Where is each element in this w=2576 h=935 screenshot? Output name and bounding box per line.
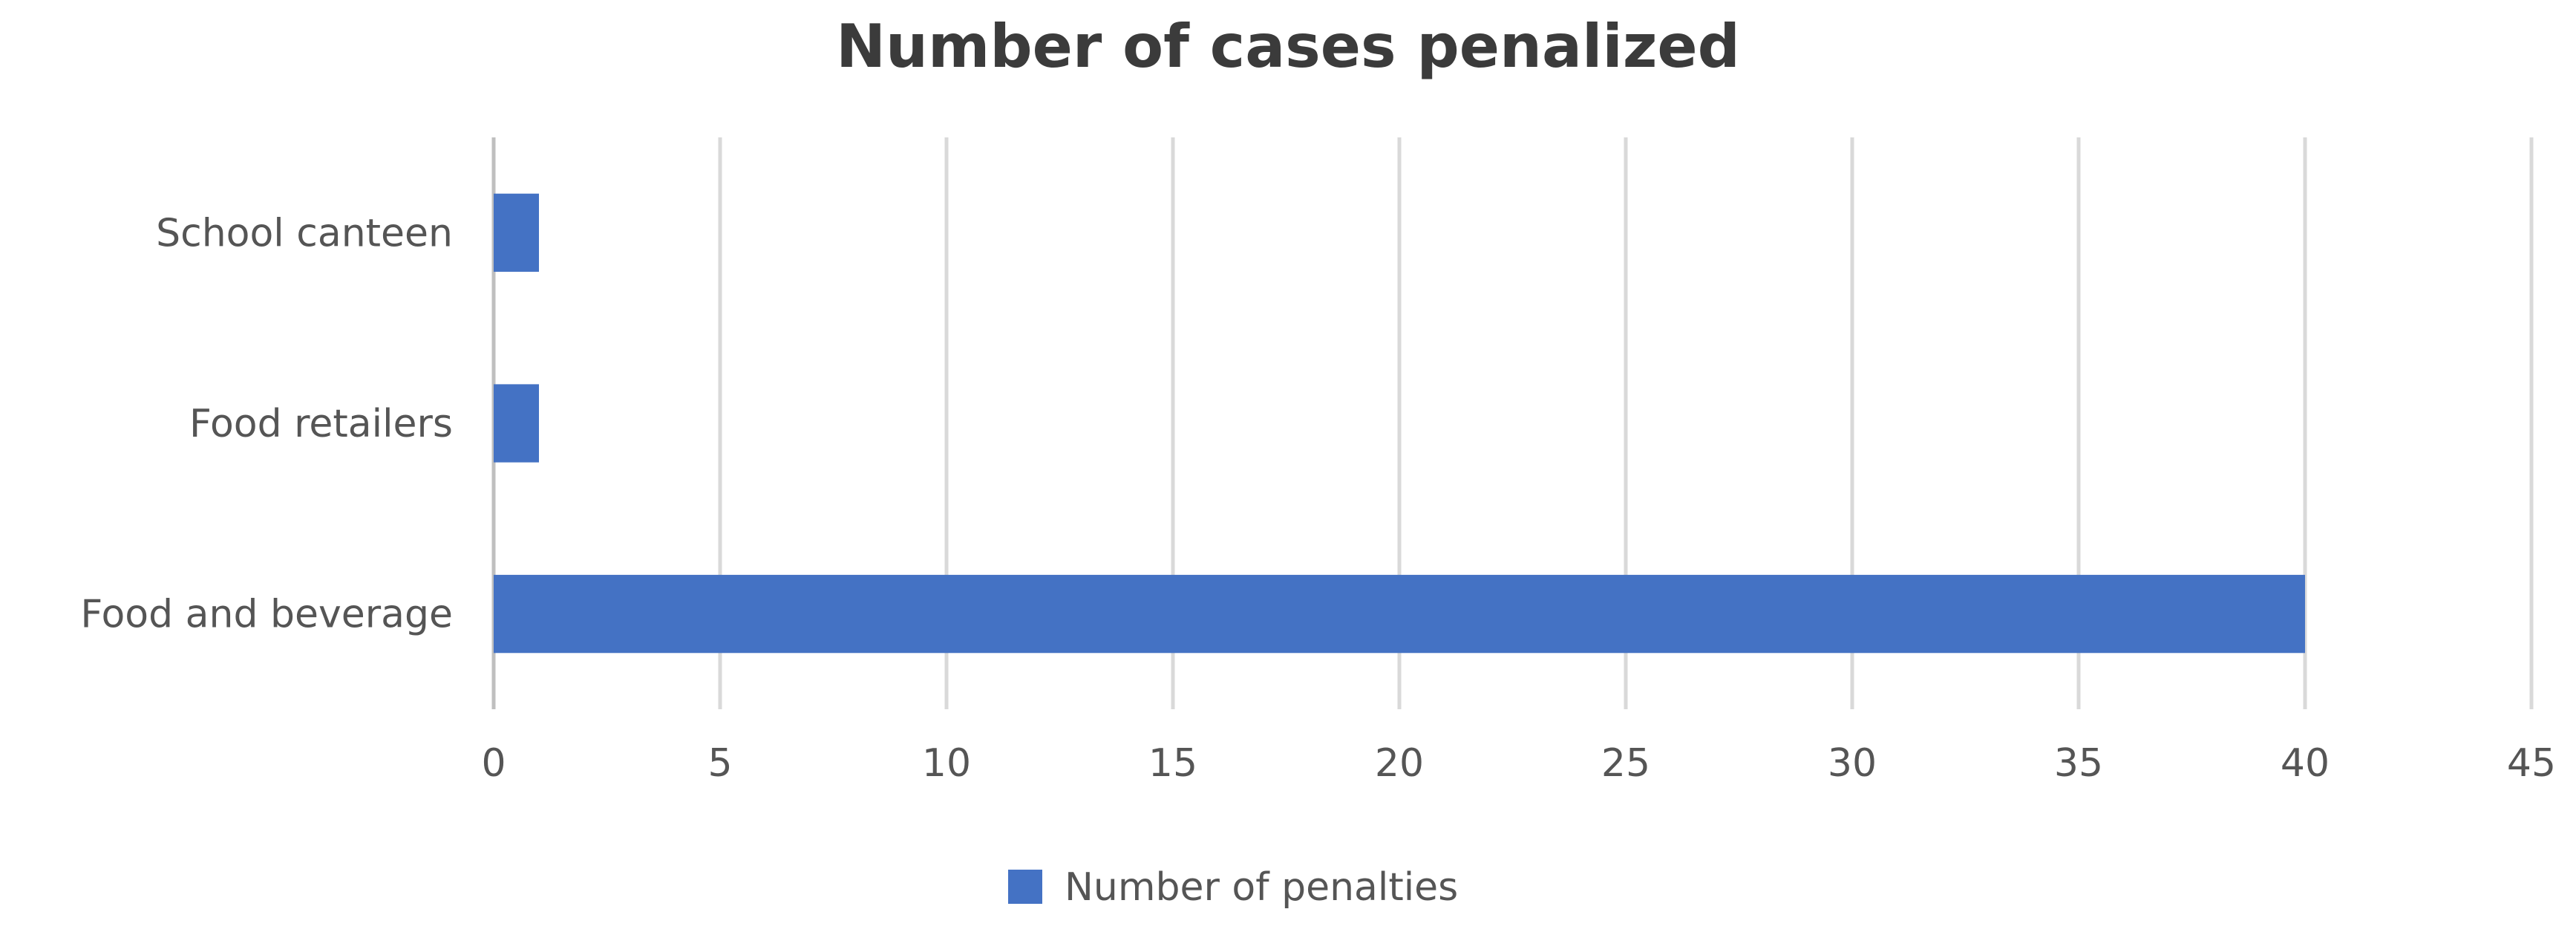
category-label-food-and-beverage: Food and beverage — [80, 593, 453, 637]
bars — [494, 193, 2305, 654]
x-axis-tick-labels: 0 5 10 15 20 25 30 35 40 45 — [481, 741, 2556, 786]
chart-title: Number of cases penalized — [836, 12, 1740, 81]
x-tick-label-15: 15 — [1148, 741, 1197, 786]
legend-swatch — [1008, 870, 1042, 904]
x-tick-label-10: 10 — [922, 741, 971, 786]
x-tick-label-25: 25 — [1601, 741, 1650, 786]
legend: Number of penalties — [1008, 865, 1458, 910]
bar-school-canteen — [494, 193, 539, 272]
x-tick-label-20: 20 — [1375, 741, 1424, 786]
category-label-school-canteen: School canteen — [156, 211, 453, 255]
x-tick-label-5: 5 — [707, 741, 732, 786]
x-tick-label-40: 40 — [2281, 741, 2330, 786]
category-label-food-retailers: Food retailers — [189, 402, 453, 446]
x-tick-label-45: 45 — [2507, 741, 2556, 786]
legend-label: Number of penalties — [1065, 865, 1458, 910]
x-tick-label-0: 0 — [481, 741, 506, 786]
bar-food-retailers — [494, 384, 539, 463]
x-tick-label-35: 35 — [2054, 741, 2103, 786]
x-tick-label-30: 30 — [1828, 741, 1877, 786]
bar-food-and-beverage — [494, 575, 2305, 654]
category-labels: School canteen Food retailers Food and bev… — [80, 211, 453, 636]
